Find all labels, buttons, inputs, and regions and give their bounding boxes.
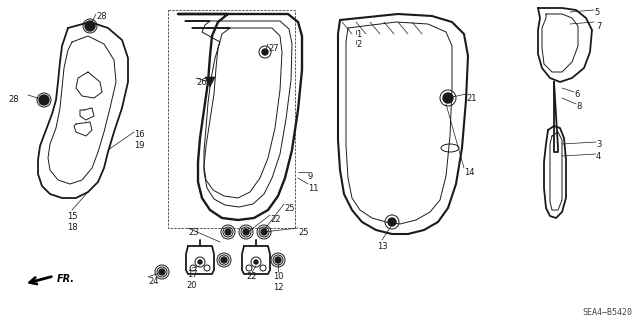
- Circle shape: [225, 229, 231, 235]
- Circle shape: [275, 257, 281, 263]
- Text: 15
18: 15 18: [67, 212, 77, 232]
- Circle shape: [254, 260, 258, 264]
- Text: 7: 7: [596, 22, 602, 31]
- Text: 4: 4: [596, 152, 601, 161]
- Circle shape: [243, 229, 249, 235]
- Text: 28: 28: [8, 95, 19, 104]
- Circle shape: [198, 260, 202, 264]
- Text: 14: 14: [464, 168, 474, 177]
- Circle shape: [443, 93, 453, 103]
- Text: 27: 27: [268, 44, 278, 53]
- Text: 9: 9: [308, 172, 313, 181]
- Text: 2: 2: [356, 40, 361, 49]
- Text: SEA4–B5420: SEA4–B5420: [582, 308, 632, 317]
- Circle shape: [388, 218, 396, 226]
- Text: 24: 24: [148, 277, 159, 286]
- Text: 23: 23: [188, 228, 198, 237]
- Text: 22: 22: [247, 272, 257, 281]
- Text: 8: 8: [576, 102, 581, 111]
- Text: FR.: FR.: [57, 274, 75, 284]
- Text: 28: 28: [96, 12, 107, 21]
- Text: 5: 5: [594, 8, 599, 17]
- Text: 13: 13: [377, 242, 387, 251]
- Text: 17
20: 17 20: [187, 270, 197, 290]
- Circle shape: [85, 21, 95, 31]
- Circle shape: [261, 229, 267, 235]
- Circle shape: [39, 95, 49, 105]
- Circle shape: [262, 49, 268, 55]
- Text: 11: 11: [308, 184, 319, 193]
- Text: 1: 1: [356, 30, 361, 39]
- Text: 21: 21: [466, 94, 477, 103]
- Text: 25: 25: [298, 228, 308, 237]
- Text: 25: 25: [284, 204, 294, 213]
- Text: 22: 22: [270, 215, 280, 224]
- Text: 6: 6: [574, 90, 579, 99]
- Polygon shape: [205, 77, 215, 87]
- Text: 10
12: 10 12: [273, 272, 284, 292]
- Circle shape: [159, 269, 165, 275]
- Circle shape: [221, 257, 227, 263]
- Text: 3: 3: [596, 140, 602, 149]
- Text: 16
19: 16 19: [134, 130, 145, 150]
- Text: 26: 26: [196, 78, 207, 87]
